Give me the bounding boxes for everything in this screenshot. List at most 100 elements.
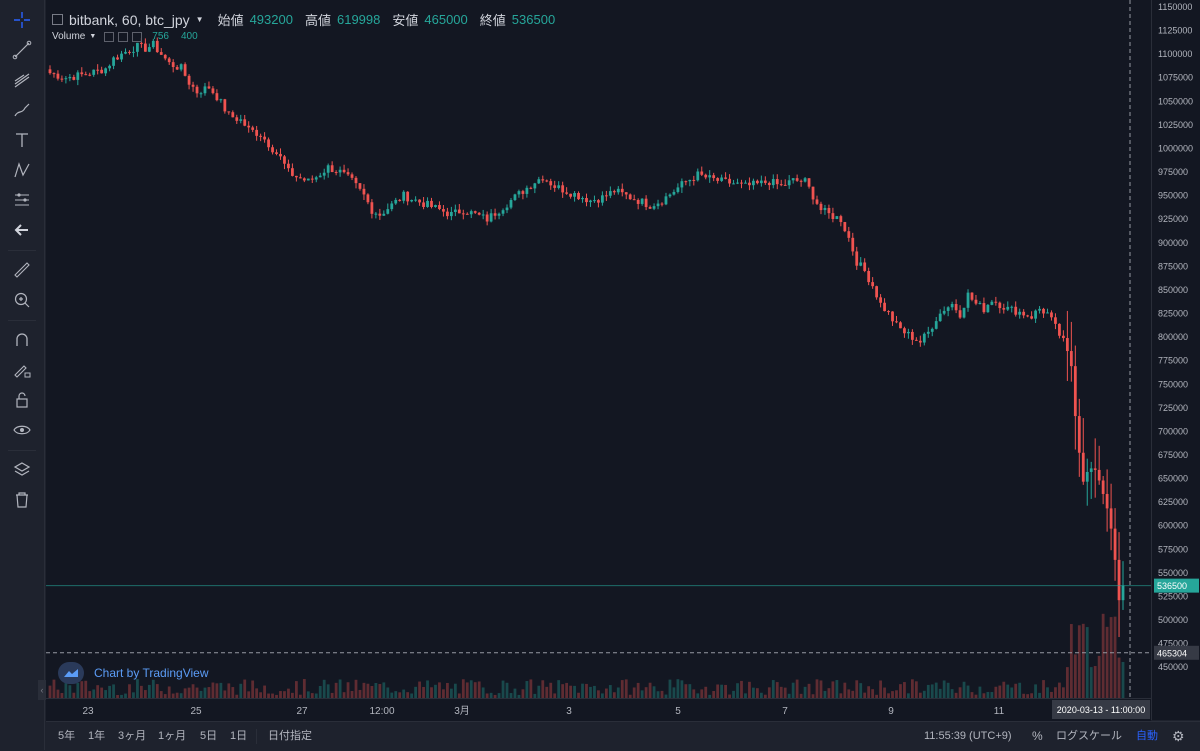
volume-bar <box>1062 687 1065 698</box>
time-tick-label: 11 <box>994 706 1005 717</box>
ruler-icon[interactable] <box>6 256 38 284</box>
volume-bar <box>517 694 521 698</box>
range-5d[interactable]: 5日 <box>200 730 218 742</box>
range-1d[interactable]: 1日 <box>230 730 248 742</box>
candle-body <box>807 178 811 187</box>
eye-icon[interactable] <box>6 416 38 444</box>
range-5y[interactable]: 5年 <box>58 730 76 742</box>
chart-area[interactable] <box>46 0 1151 720</box>
candle-body <box>851 237 855 252</box>
volume-bar <box>457 693 461 698</box>
volume-dropdown-icon[interactable]: ▼ <box>89 33 97 40</box>
candle-body <box>68 76 72 79</box>
volume-visibility-icon[interactable] <box>118 31 129 42</box>
volume-bar <box>330 692 334 698</box>
volume-bar <box>143 690 147 698</box>
symbol-dropdown-icon[interactable]: ▼ <box>195 15 204 24</box>
candle-body <box>545 180 549 182</box>
tradingview-watermark[interactable]: Chart by TradingView <box>58 662 209 684</box>
range-3m[interactable]: 3ヶ月 <box>118 730 147 742</box>
tradingview-logo-icon <box>58 662 84 684</box>
back-arrow-icon[interactable] <box>6 216 38 244</box>
volume-bar <box>744 693 747 698</box>
time-axis[interactable]: 23 25 27 12:00 3月 3 5 7 9 11 2020-03-13 - 11:00:00 <box>46 698 1151 721</box>
symbol-title[interactable]: bitbank, 60, btc_jpy <box>69 11 190 28</box>
volume-bar <box>763 694 767 698</box>
forecast-icon[interactable] <box>6 186 38 214</box>
candle-body <box>1054 317 1057 324</box>
crosshair-icon[interactable] <box>6 6 38 34</box>
candle-body <box>736 182 739 184</box>
layers-icon[interactable] <box>6 456 38 484</box>
candle-body <box>843 222 847 232</box>
volume-bar <box>736 683 739 698</box>
candle-body <box>461 213 465 215</box>
lock-drawing-icon[interactable] <box>6 356 38 384</box>
volume-bar <box>279 691 282 698</box>
pattern-icon[interactable] <box>6 156 38 184</box>
volume-label[interactable]: Volume <box>52 31 86 42</box>
volume-bar <box>497 693 501 698</box>
trend-line-icon[interactable] <box>6 36 38 64</box>
candle-body <box>1046 312 1049 314</box>
candle-body <box>1038 308 1041 311</box>
zoom-icon[interactable] <box>6 286 38 314</box>
volume-bar <box>811 694 815 698</box>
collapse-toolbar-button[interactable]: ‹ <box>38 680 46 700</box>
fib-icon[interactable] <box>6 66 38 94</box>
volume-bar <box>604 688 608 698</box>
candle-body <box>1089 468 1093 472</box>
candle-body <box>207 86 211 89</box>
volume-bar <box>1109 617 1113 698</box>
time-axis-labels: 23 25 27 12:00 3月 3 5 7 9 11 2020-03-13 - 11:00:00 <box>82 700 1150 719</box>
volume-bar <box>1010 687 1014 698</box>
volume-remove-icon[interactable] <box>132 31 143 42</box>
goto-date-button[interactable]: 日付指定 <box>268 730 312 742</box>
price-tick-label: 700000 <box>1158 426 1188 436</box>
price-tick-label: 725000 <box>1158 403 1188 413</box>
candle-body <box>1065 338 1069 352</box>
volume-bar <box>219 682 223 698</box>
candlestick-chart[interactable] <box>46 0 1151 698</box>
candle-body <box>302 178 306 181</box>
volume-bar <box>966 685 970 698</box>
price-tick-label: 900000 <box>1158 238 1188 248</box>
legend-collapse-icon[interactable] <box>52 14 63 25</box>
candle-body <box>187 75 191 85</box>
volume-bar <box>1014 683 1018 698</box>
trash-icon[interactable] <box>6 486 38 514</box>
volume-bar <box>306 691 310 698</box>
volume-bar <box>199 690 203 698</box>
candle-body <box>509 200 513 208</box>
candle-body <box>235 117 239 121</box>
log-scale-toggle[interactable]: ログスケール <box>1056 730 1122 742</box>
candle-body <box>771 179 775 186</box>
price-axis[interactable]: 1150000 1125000 1100000 1075000 1050000 10250… <box>1151 0 1200 720</box>
volume-bar <box>998 685 1002 698</box>
brush-icon[interactable] <box>6 96 38 124</box>
price-tick-label: 1100000 <box>1158 49 1192 59</box>
lock-icon[interactable] <box>6 386 38 414</box>
volume-bar <box>664 694 668 698</box>
text-icon[interactable] <box>6 126 38 154</box>
volume-bar <box>350 691 354 698</box>
candle-body <box>203 86 207 94</box>
volume-settings-icon[interactable] <box>104 31 115 42</box>
range-1y[interactable]: 1年 <box>88 730 106 742</box>
magnet-icon[interactable] <box>6 326 38 354</box>
volume-bar <box>930 684 934 698</box>
candle-body <box>593 200 596 202</box>
auto-scale-toggle[interactable]: 自動 <box>1136 730 1158 742</box>
volume-bar <box>748 681 751 698</box>
candle-body <box>934 321 938 329</box>
volume-bar <box>962 681 966 698</box>
range-1m[interactable]: 1ヶ月 <box>158 730 187 742</box>
settings-gear-icon[interactable]: ⚙ <box>1172 728 1185 744</box>
volume-bar <box>163 694 167 698</box>
percent-toggle[interactable]: % <box>1032 729 1043 743</box>
volume-bar <box>704 686 708 698</box>
volume-bar <box>620 680 624 698</box>
candle-body <box>970 292 974 300</box>
volume-bar <box>481 687 485 698</box>
clock-display[interactable]: 11:55:39 (UTC+9) <box>924 730 1012 742</box>
